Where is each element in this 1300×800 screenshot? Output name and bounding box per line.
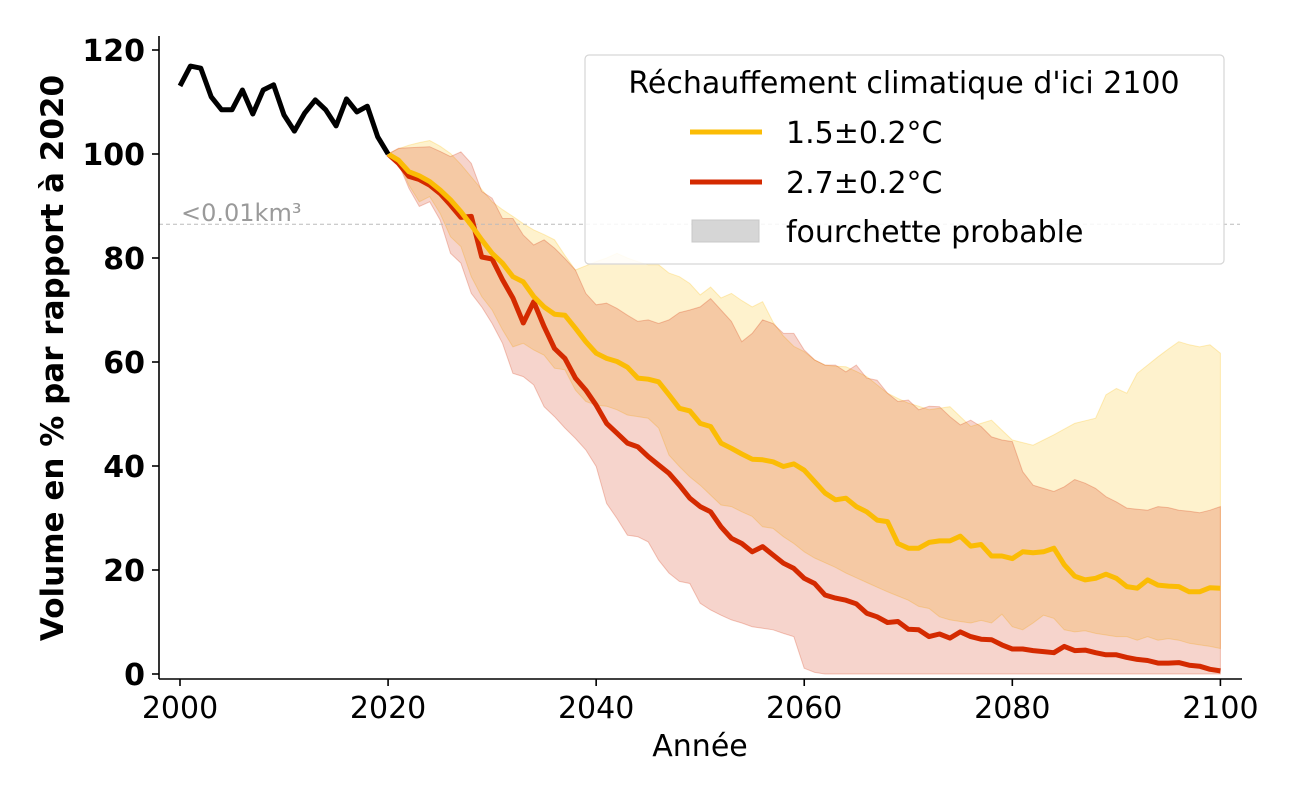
line-1.5±0.2°C [386, 151, 1221, 595]
y-axis-label: Volume en % par rapport à 2020 [35, 75, 71, 641]
y-ticks: 0 20 40 60 80 100 120 [82, 34, 159, 693]
y-tick-label: 120 [82, 34, 145, 69]
line-2.7±0.2°C [386, 152, 1221, 674]
legend-swatch-range [691, 219, 760, 243]
x-tick-label: 2100 [1182, 691, 1258, 726]
y-tick-label: 100 [82, 138, 145, 173]
x-tick-label: 2040 [558, 691, 634, 726]
legend-label-1-5: 1.5±0.2°C [786, 116, 943, 151]
line-historical [177, 63, 391, 156]
x-tick-label: 2060 [766, 691, 842, 726]
x-tick-label: 2080 [974, 691, 1050, 726]
uncertainty-bands [387, 139, 1221, 675]
x-ticks: 2000 2020 2040 2060 2080 2100 [142, 679, 1259, 726]
y-tick-label: 60 [103, 346, 145, 381]
reference-line-label: <0.01km³ [181, 199, 301, 227]
y-tick-label: 20 [103, 554, 145, 589]
legend: Réchauffement climatique d'ici 2100 1.5±… [584, 54, 1225, 265]
x-tick-label: 2020 [350, 691, 426, 726]
legend-label-2-7: 2.7±0.2°C [786, 166, 943, 201]
x-axis-label: Année [652, 729, 747, 764]
legend-label-range: fourchette probable [786, 215, 1083, 250]
x-tick-label: 2000 [142, 691, 218, 726]
band-2.7±0.2°C [387, 146, 1221, 675]
y-tick-label: 40 [103, 450, 145, 485]
y-tick-label: 80 [103, 242, 145, 277]
y-tick-label: 0 [124, 658, 145, 693]
series-lines [177, 63, 1221, 674]
legend-frame [584, 54, 1225, 265]
band-1.5±0.2°C [387, 139, 1221, 650]
legend-title: Réchauffement climatique d'ici 2100 [628, 66, 1179, 101]
